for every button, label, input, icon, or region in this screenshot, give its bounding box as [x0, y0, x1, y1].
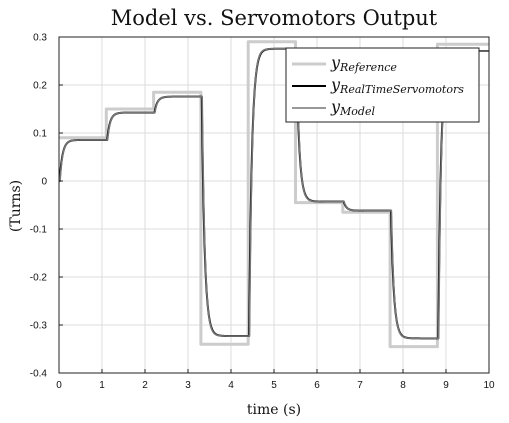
x-tick-label: 10 — [483, 380, 495, 391]
legend-entry-1: yRealTimeServomotors — [330, 75, 464, 96]
x-ticks: 0 1 2 3 4 5 6 7 8 9 10 — [56, 369, 495, 391]
y-tick-label: 0.2 — [33, 81, 47, 92]
y-tick-label: -0.1 — [30, 225, 48, 236]
y-tick-label: -0.3 — [30, 321, 48, 332]
series-layer — [59, 40, 489, 349]
y-axis-label: (Turns) — [8, 180, 24, 232]
x-tick-label: 6 — [314, 380, 320, 391]
y-ticks: -0.4 -0.3 -0.2 -0.1 0 0.1 0.2 0.3 — [30, 33, 63, 380]
x-tick-label: 4 — [228, 380, 234, 391]
legend-entry-0: yReference — [330, 53, 397, 74]
y-tick-label: -0.2 — [30, 273, 48, 284]
x-tick-label: 5 — [271, 380, 277, 391]
x-tick-label: 9 — [443, 380, 449, 391]
x-axis-label: time (s) — [247, 402, 301, 418]
x-tick-label: 2 — [142, 380, 148, 391]
series-line-model — [59, 47, 489, 340]
y-tick-label: 0 — [41, 177, 47, 188]
x-tick-label: 3 — [185, 380, 191, 391]
y-tick-label: 0.1 — [33, 129, 47, 140]
series-line-reference — [59, 40, 489, 349]
legend-entry-2: yModel — [330, 97, 375, 118]
x-tick-label: 1 — [99, 380, 105, 391]
x-tick-label: 7 — [357, 380, 363, 391]
y-tick-label: 0.3 — [33, 33, 47, 44]
x-tick-label: 0 — [56, 380, 62, 391]
y-tick-label: -0.4 — [30, 369, 48, 380]
x-tick-label: 8 — [400, 380, 406, 391]
chart-title: Model vs. Servomotors Output — [111, 6, 438, 30]
